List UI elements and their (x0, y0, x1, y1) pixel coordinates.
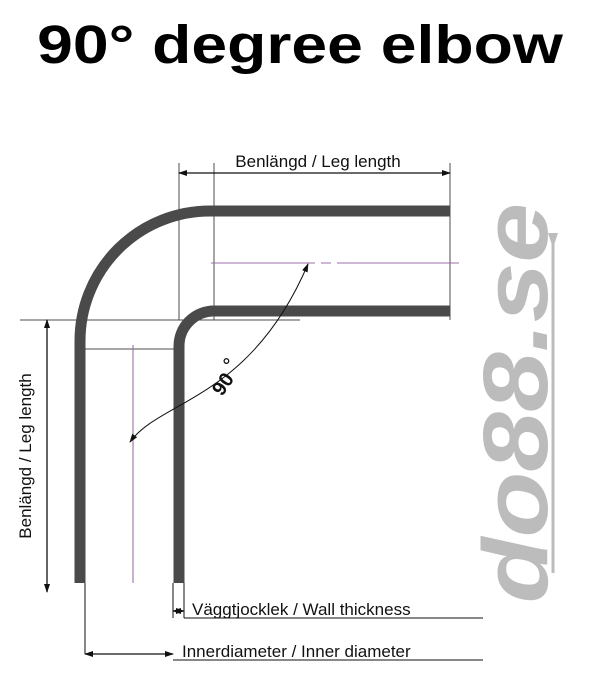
svg-text:Väggtjocklek / Wall thickness: Väggtjocklek / Wall thickness (192, 600, 411, 619)
svg-text:Benlängd / Leg length: Benlängd / Leg length (235, 152, 400, 171)
svg-text:90: 90 (208, 369, 239, 400)
svg-text:Innerdiameter / Inner diameter: Innerdiameter / Inner diameter (182, 642, 411, 661)
svg-text:Benlängd / Leg length: Benlängd / Leg length (16, 373, 35, 538)
